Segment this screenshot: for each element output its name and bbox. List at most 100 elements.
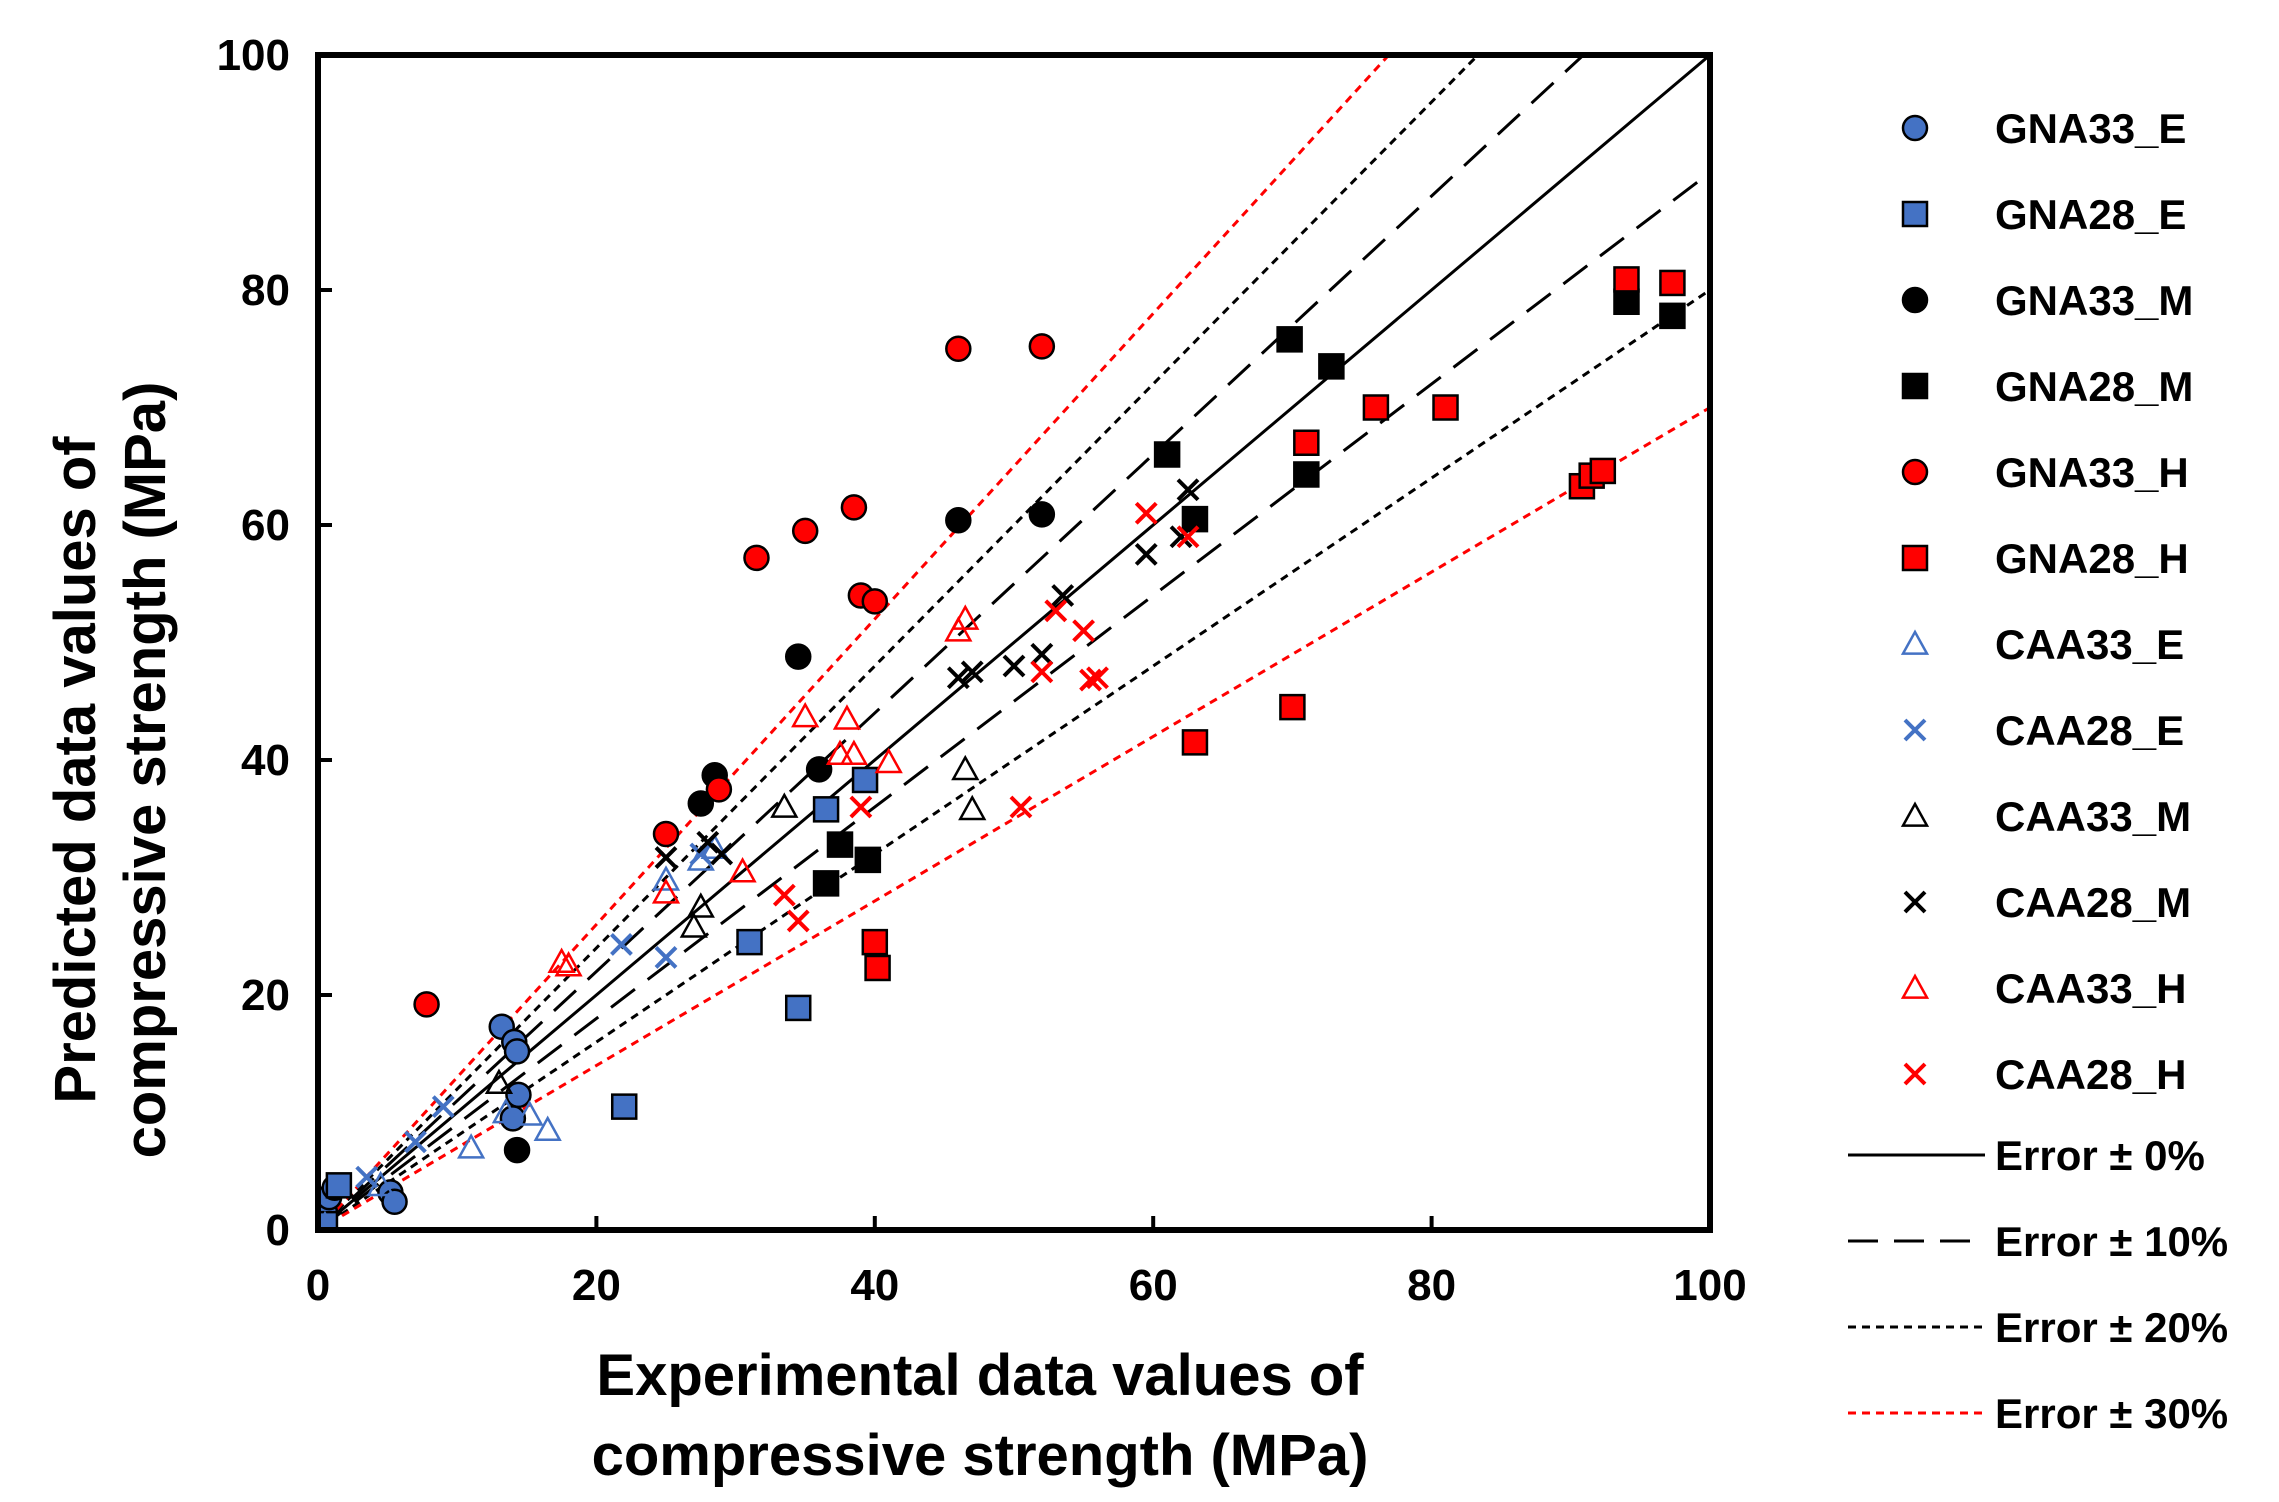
point-gna28-h-4 xyxy=(1293,429,1320,456)
point-gna28-e-4 xyxy=(784,994,812,1022)
point-caa28-e-0 xyxy=(355,1165,379,1189)
reference-line-error-30-1 xyxy=(318,406,1710,1230)
point-gna28-h-3 xyxy=(1279,693,1306,721)
legend-label: GNA33_M xyxy=(1995,277,2193,324)
legend-circle-icon xyxy=(1901,114,1929,142)
series-caa33-m xyxy=(484,754,987,1094)
y-axis-title-line-1: Predicted data values of xyxy=(43,436,108,1104)
point-gna33-e-8 xyxy=(503,1038,531,1065)
point-gna28-m-1 xyxy=(826,831,854,858)
legend-item-gna28-m: GNA28_M xyxy=(1901,363,2193,410)
point-gna33-h-8 xyxy=(945,335,972,362)
reference-line-error-10-1 xyxy=(318,171,1710,1230)
point-caa33-h-10 xyxy=(944,616,973,642)
legend-label: GNA33_E xyxy=(1995,105,2186,152)
point-caa33-m-0 xyxy=(484,1068,514,1094)
legend-label: Error ± 0% xyxy=(1995,1132,2205,1179)
legend-item-error-30: Error ± 30% xyxy=(1848,1390,2228,1437)
legend-item-caa28-h: CAA28_H xyxy=(1903,1051,2186,1098)
y-tick-label: 20 xyxy=(241,971,290,1020)
legend-cross-icon xyxy=(1903,1062,1927,1086)
point-gna28-m-3 xyxy=(1153,441,1181,468)
point-gna33-h-5 xyxy=(840,494,868,521)
point-caa28-e-1 xyxy=(404,1130,427,1154)
point-caa28-m-3 xyxy=(946,666,970,690)
reference-lines xyxy=(318,55,1710,1230)
series-caa33-h xyxy=(547,604,980,977)
point-caa33-m-1 xyxy=(679,912,708,938)
point-caa33-h-5 xyxy=(825,739,855,765)
point-caa28-h-7 xyxy=(1079,668,1102,692)
point-gna28-h-11 xyxy=(1659,269,1686,297)
point-caa33-e-6 xyxy=(651,865,681,891)
legend-item-caa33-h: CAA33_H xyxy=(1900,965,2186,1012)
legend-triangle-icon xyxy=(1900,801,1930,827)
point-gna28-h-6 xyxy=(1432,394,1459,421)
legend-square-icon xyxy=(1901,372,1929,400)
x-tick-label: 40 xyxy=(850,1261,899,1310)
legend-cross-icon xyxy=(1903,890,1927,914)
legend: GNA33_E GNA28_E GNA33_M GNA28_M GNA33_H GNA28… xyxy=(1848,105,2228,1437)
y-tick-label: 100 xyxy=(217,31,290,80)
point-caa28-m-2 xyxy=(710,842,734,866)
series-gna33-m xyxy=(503,501,1056,1164)
point-caa28-e-2 xyxy=(431,1095,455,1119)
point-caa33-h-7 xyxy=(839,739,869,765)
legend-label: Error ± 10% xyxy=(1995,1218,2228,1265)
point-caa33-e-2 xyxy=(456,1133,486,1159)
point-gna28-h-0 xyxy=(861,928,889,956)
legend-label: Error ± 20% xyxy=(1995,1304,2228,1351)
point-caa33-h-4 xyxy=(791,701,820,728)
legend-item-gna28-h: GNA28_H xyxy=(1901,535,2189,582)
x-tick-label: 80 xyxy=(1407,1261,1456,1310)
point-caa33-h-3 xyxy=(728,857,757,883)
point-gna33-e-5 xyxy=(381,1188,408,1216)
series-gna28-e xyxy=(318,766,879,1230)
legend-label: CAA28_M xyxy=(1995,879,2191,926)
point-gna33-h-1 xyxy=(652,820,680,848)
point-caa28-h-8 xyxy=(1086,666,1109,690)
legend-label: GNA28_H xyxy=(1995,535,2189,582)
point-gna28-e-2 xyxy=(610,1093,638,1120)
x-tick-label: 20 xyxy=(572,1261,621,1310)
series-caa28-h xyxy=(772,501,1200,933)
point-gna28-h-5 xyxy=(1362,394,1390,421)
point-caa28-m-10 xyxy=(1169,525,1193,549)
point-caa28-h-1 xyxy=(786,909,810,933)
point-gna28-m-5 xyxy=(1276,326,1303,353)
legend-label: GNA33_H xyxy=(1995,449,2189,496)
point-gna28-m-7 xyxy=(1318,353,1345,380)
point-caa28-e-4 xyxy=(654,945,678,969)
y-tick-label: 80 xyxy=(241,266,290,315)
legend-label: CAA28_E xyxy=(1995,707,2184,754)
point-caa33-e-3 xyxy=(491,1097,521,1124)
point-gna33-h-7 xyxy=(861,588,889,615)
point-caa33-h-8 xyxy=(874,747,903,774)
point-gna28-m-2 xyxy=(854,846,882,874)
point-gna28-h-9 xyxy=(1589,457,1617,485)
legend-item-error-20: Error ± 20% xyxy=(1848,1304,2228,1351)
point-gna33-m-6 xyxy=(1028,501,1056,528)
point-caa28-e-5 xyxy=(689,842,713,866)
series-caa28-e xyxy=(355,842,713,1189)
point-caa28-h-9 xyxy=(1134,501,1158,525)
legend-cross-icon xyxy=(1903,718,1927,742)
point-gna33-e-9 xyxy=(505,1081,532,1109)
legend-item-gna33-h: GNA33_H xyxy=(1901,449,2189,496)
legend-item-caa33-e: CAA33_E xyxy=(1900,621,2184,668)
legend-circle-icon xyxy=(1901,286,1929,314)
legend-item-caa28-e: CAA28_E xyxy=(1903,707,2184,754)
point-caa28-m-0 xyxy=(654,846,678,869)
point-caa28-h-2 xyxy=(849,795,873,819)
legend-triangle-icon xyxy=(1900,629,1930,655)
point-caa33-h-9 xyxy=(951,604,980,630)
point-caa28-m-7 xyxy=(1051,584,1075,607)
point-caa28-m-9 xyxy=(1176,478,1200,502)
point-gna28-m-8 xyxy=(1613,288,1640,315)
point-caa33-h-6 xyxy=(832,704,862,730)
legend-item-error-0: Error ± 0% xyxy=(1848,1132,2205,1179)
series-gna28-h xyxy=(861,266,1686,982)
point-caa28-h-4 xyxy=(1030,660,1054,684)
point-caa28-m-5 xyxy=(1002,654,1026,678)
